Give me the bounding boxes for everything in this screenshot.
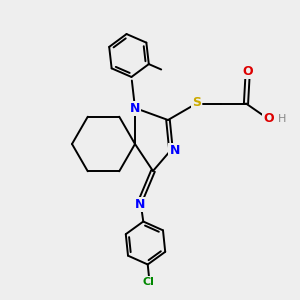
Text: O: O <box>242 65 253 78</box>
Text: O: O <box>263 112 274 125</box>
Text: N: N <box>130 101 140 115</box>
Text: S: S <box>192 96 201 110</box>
Text: H: H <box>278 113 286 124</box>
Text: N: N <box>135 198 146 212</box>
Text: Cl: Cl <box>143 277 155 287</box>
Text: N: N <box>169 143 180 157</box>
